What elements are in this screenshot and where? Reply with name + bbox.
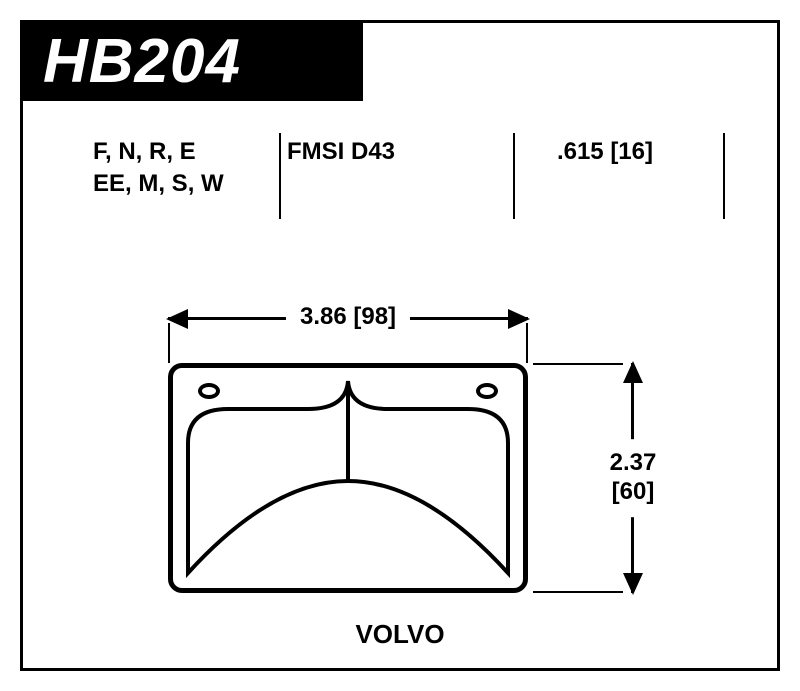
arrow-up-icon bbox=[623, 361, 643, 383]
height-in: 2.37 bbox=[597, 449, 669, 478]
pad-inner-svg bbox=[168, 363, 528, 593]
height-label: 2.37 [60] bbox=[597, 439, 669, 517]
compounds-line-2: EE, M, S, W bbox=[93, 168, 239, 200]
spec-row: F, N, R, E EE, M, S, W FMSI D43 .615 [16… bbox=[23, 128, 777, 218]
arrow-right-icon bbox=[508, 309, 530, 329]
height-dimension: 2.37 [60] bbox=[603, 363, 663, 593]
mounting-hole bbox=[198, 383, 220, 399]
arrow-down-icon bbox=[623, 573, 643, 595]
mounting-hole bbox=[476, 383, 498, 399]
spec-separator bbox=[723, 133, 725, 219]
width-dimension: 3.86 [98] bbox=[168, 293, 528, 343]
arrow-left-icon bbox=[166, 309, 188, 329]
spec-fmsi: FMSI D43 bbox=[263, 128, 493, 218]
spec-compounds: F, N, R, E EE, M, S, W bbox=[23, 128, 263, 218]
diagram-frame: HB204 F, N, R, E EE, M, S, W FMSI D43 .6… bbox=[20, 20, 780, 671]
spec-separator bbox=[279, 133, 281, 219]
brand-label: VOLVO bbox=[23, 619, 777, 650]
part-number-title: HB204 bbox=[23, 23, 363, 101]
compounds-line-1: F, N, R, E bbox=[93, 136, 239, 168]
height-mm: [60] bbox=[597, 478, 669, 507]
width-label: 3.86 [98] bbox=[286, 303, 410, 331]
brake-pad-drawing bbox=[168, 363, 528, 593]
spec-thickness: .615 [16] bbox=[493, 128, 723, 218]
spec-separator bbox=[513, 133, 515, 219]
